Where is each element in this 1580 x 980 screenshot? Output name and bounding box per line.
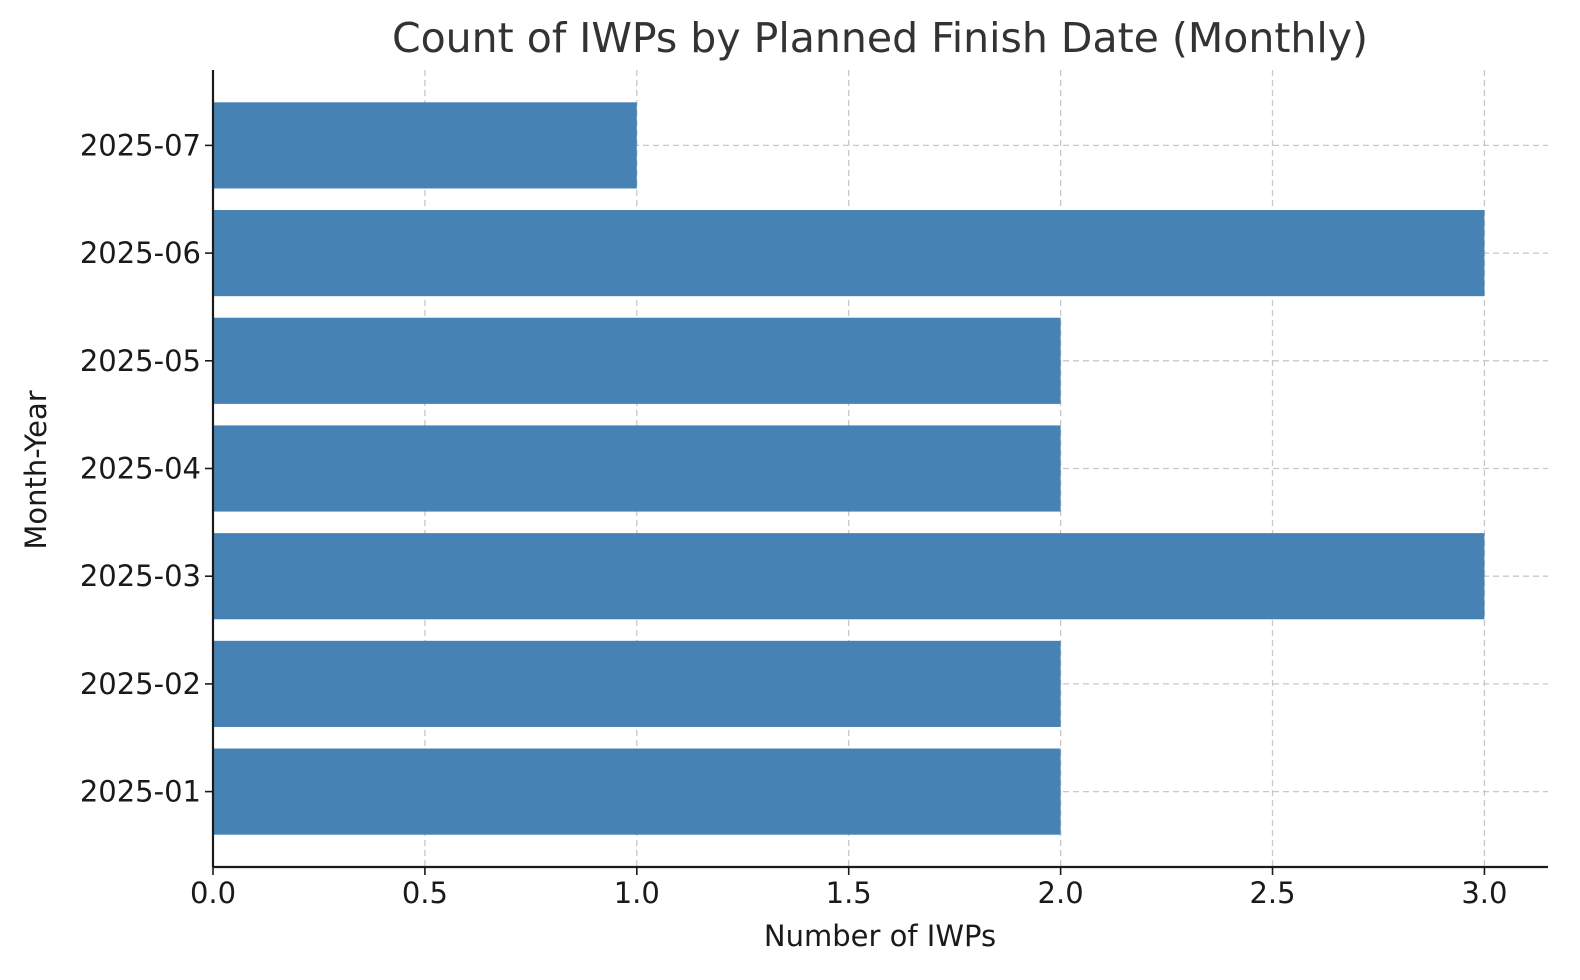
x-tick-label: 3.0 xyxy=(1461,876,1507,910)
y-tick-label: 2025-05 xyxy=(80,344,201,378)
y-tick-label: 2025-04 xyxy=(80,452,201,486)
x-tick-label: 0.5 xyxy=(402,876,448,910)
bar-2025-02 xyxy=(213,640,1061,727)
y-tick-label: 2025-06 xyxy=(80,236,201,270)
x-tick-label: 0.0 xyxy=(190,876,236,910)
bar-2025-04 xyxy=(213,425,1061,512)
x-tick-label: 1.0 xyxy=(614,876,660,910)
x-ticks: 0.0 0.5 1.0 1.5 2.0 2.5 3.0 xyxy=(190,867,1507,910)
y-tick-label: 2025-07 xyxy=(80,128,201,162)
bar-2025-07 xyxy=(213,102,637,189)
y-tick-label: 2025-01 xyxy=(80,775,201,809)
bar-2025-05 xyxy=(213,317,1061,404)
y-tick-label: 2025-03 xyxy=(80,559,201,593)
x-tick-label: 2.5 xyxy=(1249,876,1295,910)
chart-title: Count of IWPs by Planned Finish Date (Mo… xyxy=(392,14,1368,62)
bar-2025-03 xyxy=(213,533,1485,620)
y-ticks: 2025-01 2025-02 2025-03 2025-04 2025-05 2025-… xyxy=(80,128,213,809)
bar-2025-01 xyxy=(213,748,1061,835)
y-tick-label: 2025-02 xyxy=(80,667,201,701)
x-tick-label: 1.5 xyxy=(826,876,872,910)
bar-2025-06 xyxy=(213,210,1485,297)
y-axis-label: Month-Year xyxy=(19,390,53,549)
x-tick-label: 2.0 xyxy=(1038,876,1084,910)
bars xyxy=(213,102,1485,835)
x-axis-label: Number of IWPs xyxy=(764,919,996,953)
